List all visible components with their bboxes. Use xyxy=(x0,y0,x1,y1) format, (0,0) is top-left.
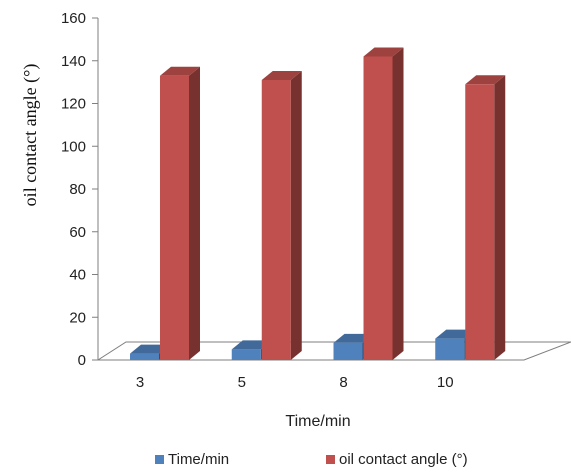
y-tick-label: 100 xyxy=(61,138,86,155)
y-axis-ticks: 0 20 40 60 80 100 120 140 160 xyxy=(61,10,98,369)
bar-angle-8 xyxy=(363,47,404,360)
legend-label: Time/min xyxy=(168,451,229,468)
bar-front xyxy=(130,353,159,360)
bar-angle-5 xyxy=(261,70,302,361)
x-tick-label: 3 xyxy=(136,374,144,391)
legend-item: oil contact angle (°) xyxy=(326,451,468,468)
y-tick-label: 80 xyxy=(69,181,86,198)
y-tick-label: 40 xyxy=(69,267,86,284)
bar-side xyxy=(290,70,302,361)
bar-front xyxy=(333,342,363,360)
bar-front xyxy=(363,56,393,360)
bar-side xyxy=(392,47,404,360)
x-tick-label: 8 xyxy=(339,374,347,391)
bar-front xyxy=(231,349,261,360)
bar-front xyxy=(261,79,291,361)
y-tick-label: 160 xyxy=(61,10,86,27)
bar-top xyxy=(261,70,302,80)
x-tick-label: 5 xyxy=(238,374,246,391)
chart-bars xyxy=(130,47,506,361)
x-axis-title: Time/min xyxy=(285,413,350,430)
bar-angle-10 xyxy=(465,75,506,360)
y-tick-label: 60 xyxy=(69,224,86,241)
bar-angle-3 xyxy=(160,66,200,361)
x-tick-label: 10 xyxy=(437,374,454,391)
bar-top xyxy=(363,47,404,57)
bar-front xyxy=(465,84,495,360)
bar-top xyxy=(160,66,200,76)
legend-item: Time/min xyxy=(155,451,229,468)
bar-side xyxy=(189,66,200,361)
legend-swatch xyxy=(155,455,164,464)
legend-swatch xyxy=(326,455,335,464)
bar-front xyxy=(160,75,189,361)
y-tick-label: 0 xyxy=(78,352,86,369)
y-tick-label: 140 xyxy=(61,53,86,70)
bar-side xyxy=(494,75,506,360)
bar-front xyxy=(435,338,465,360)
y-tick-label: 20 xyxy=(69,309,86,326)
bar-top xyxy=(465,75,506,85)
legend-label: oil contact angle (°) xyxy=(339,451,468,468)
y-axis-title: oil contact angle (°) xyxy=(20,64,41,207)
x-axis-ticks: 3 5 8 10 xyxy=(136,374,454,391)
chart-legend: Time/min oil contact angle (°) xyxy=(155,451,468,468)
y-tick-label: 120 xyxy=(61,96,86,113)
